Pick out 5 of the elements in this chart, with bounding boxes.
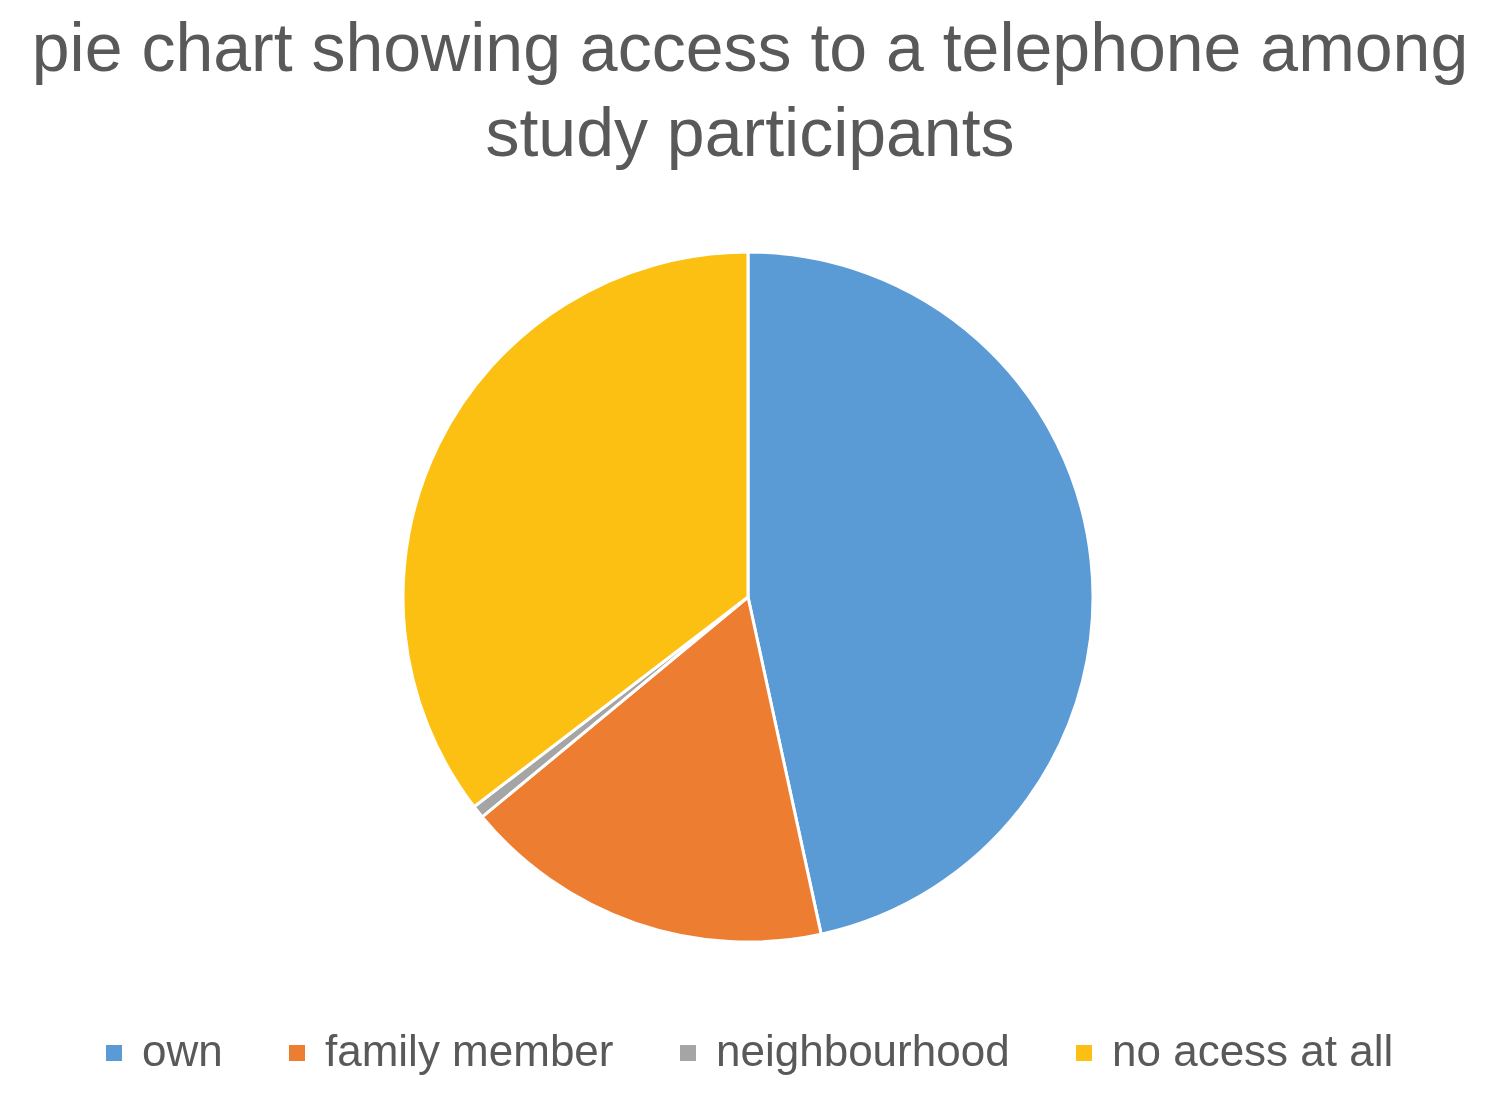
legend-label: own [142, 1026, 223, 1075]
legend-label: family member [325, 1026, 614, 1075]
chart-title: pie chart showing access to a telephone among study participants [31, 9, 1469, 170]
legend-label: no acess at all [1112, 1026, 1394, 1075]
legend-label: neighbourhood [716, 1026, 1010, 1075]
